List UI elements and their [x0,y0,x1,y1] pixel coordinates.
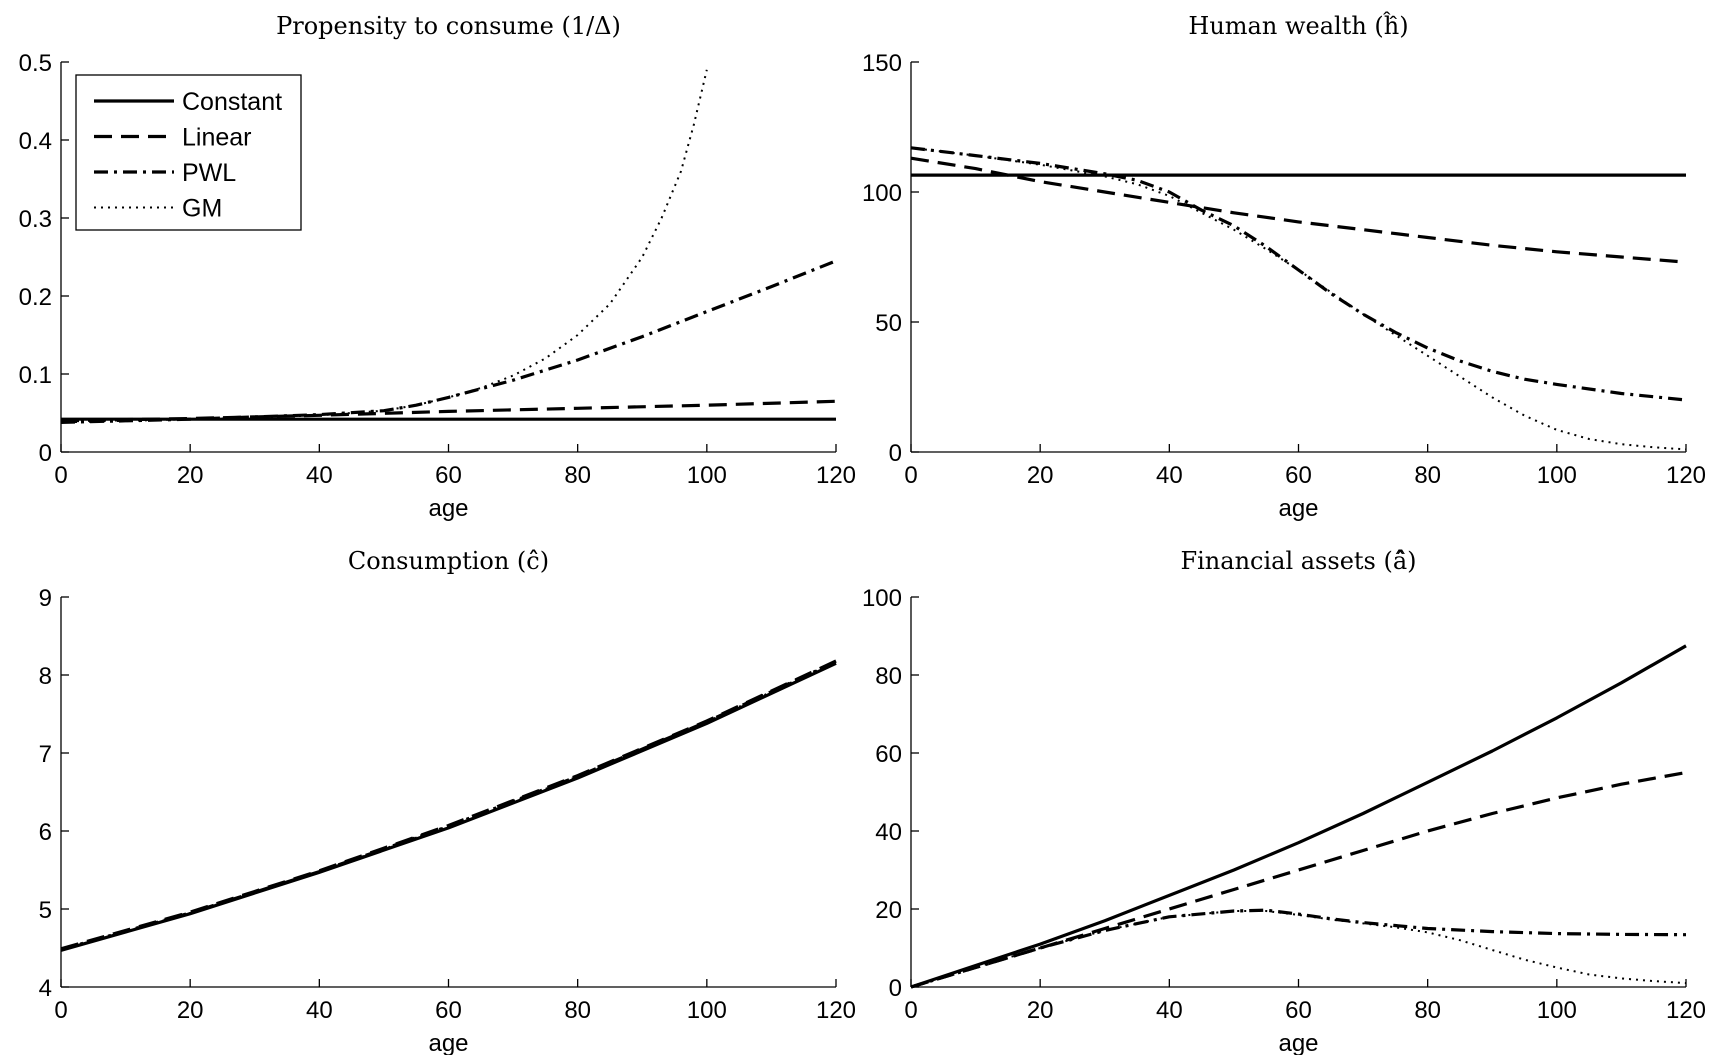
chart-3-x-axis-label: age [428,1030,468,1055]
chart-4-series-linear [910,770,1687,989]
chart-2-x-tick-label: 0 [904,462,917,489]
chart-4-title: Financial assets (â̂) [1180,547,1416,575]
chart-3-y-tick-label: 6 [39,819,52,846]
chart-3-y-tick-label: 9 [39,585,52,612]
chart-1-x-tick-label: 100 [687,462,727,489]
chart-3-y-tick-label: 4 [39,975,52,1002]
chart-2-y-tick-label: 0 [889,440,902,467]
chart-1-x-tick-label: 20 [177,462,204,489]
chart-2-x-tick-label: 60 [1285,462,1312,489]
chart-2-x-axis-label: age [1278,495,1318,522]
chart-4-series-constant [910,644,1687,989]
chart-1-y-tick-label: 0.1 [19,362,52,389]
chart-2-series-pwl [910,146,1687,402]
chart-4-series-pwl [910,908,1687,989]
chart-4-x-axis-label: age [1278,1030,1318,1055]
chart-4-x-tick-label: 20 [1027,997,1054,1024]
chart-4-x-tick-label: 60 [1285,997,1312,1024]
chart-2-y-tick-label: 150 [862,50,902,77]
chart-1-legend: Constant Linear PWL GM [75,74,302,231]
chart-3-x-tick-label: 20 [177,997,204,1024]
chart-4-y-tick-label: 20 [875,897,902,924]
legend-label-constant: Constant [182,88,282,116]
chart-1-y-tick-label: 0 [39,440,52,467]
chart-3-series-constant [60,661,837,952]
chart-1-x-tick-label: 60 [435,462,462,489]
chart-4-x-tick-label: 0 [904,997,917,1024]
chart-2: Human wealth (ĥ̂) 0 20 40 60 80 100 120 0 50 100 15… [862,11,1706,522]
chart-1-x-tick-label: 80 [564,462,591,489]
chart-4-y-tick-label: 40 [875,819,902,846]
chart-4-x-tick-label: 40 [1156,997,1183,1024]
chart-2-title: Human wealth (ĥ̂) [1188,11,1408,40]
chart-4: Financial assets (â̂) 0 20 40 60 80 100 120 0 20 4… [862,547,1706,1055]
legend-label-pwl: PWL [182,159,236,187]
chart-3-x-tick-label: 60 [435,997,462,1024]
chart-1-title: Propensity to consume (1/Δ) [276,12,621,40]
chart-3-series-linear [60,659,837,951]
chart-1-y-tick-label: 0.2 [19,284,52,311]
chart-2-x-tick-label: 20 [1027,462,1054,489]
chart-3-x-tick-label: 40 [306,997,333,1024]
chart-4-y-tick-label: 0 [889,975,902,1002]
chart-3-x-tick-label: 0 [54,997,67,1024]
chart-1-series-gm [60,69,708,424]
chart-1-x-tick-label: 0 [54,462,67,489]
legend-label-gm: GM [182,195,222,223]
chart-1: Propensity to consume (1/Δ) 0 20 40 60 80 100 1… [19,12,856,522]
chart-4-y-tick-label: 60 [875,741,902,768]
chart-3-series-gm [60,660,837,951]
chart-3-x-tick-label: 120 [816,997,856,1024]
chart-3-y-tick-label: 7 [39,741,52,768]
chart-2-x-tick-label: 100 [1537,462,1577,489]
chart-3-series-pwl [60,660,837,952]
chart-1-x-axis-label: age [428,495,468,522]
chart-1-y-tick-label: 0.5 [19,50,52,77]
chart-2-y-tick-label: 50 [875,310,902,337]
chart-3: Consumption (ĉ̂) 0 20 40 60 80 100 120 4 5 6 7 8 9 age [39,547,856,1055]
chart-1-x-tick-label: 120 [816,462,856,489]
chart-1-y-tick-label: 0.3 [19,206,52,233]
chart-3-y-tick-label: 5 [39,897,52,924]
chart-1-x-tick-label: 40 [306,462,333,489]
chart-2-series-linear [910,156,1687,264]
chart-3-y-tick-label: 8 [39,663,52,690]
legend-label-linear: Linear [182,124,252,152]
chart-1-series-linear [60,399,837,423]
chart-2-series-gm [910,146,1687,451]
chart-4-y-tick-label: 80 [875,663,902,690]
chart-1-y-tick-label: 0.4 [19,128,52,155]
chart-3-title: Consumption (ĉ̂) [348,547,549,575]
chart-3-x-tick-label: 80 [564,997,591,1024]
chart-2-y-tick-label: 100 [862,180,902,207]
chart-4-x-tick-label: 80 [1414,997,1441,1024]
chart-4-x-tick-label: 100 [1537,997,1577,1024]
chart-2-x-tick-label: 40 [1156,462,1183,489]
chart-4-x-tick-label: 120 [1666,997,1706,1024]
chart-1-series-pwl [60,259,837,424]
chart-2-x-tick-label: 80 [1414,462,1441,489]
chart-3-x-tick-label: 100 [687,997,727,1024]
chart-2-x-tick-label: 120 [1666,462,1706,489]
chart-4-y-tick-label: 100 [862,585,902,612]
